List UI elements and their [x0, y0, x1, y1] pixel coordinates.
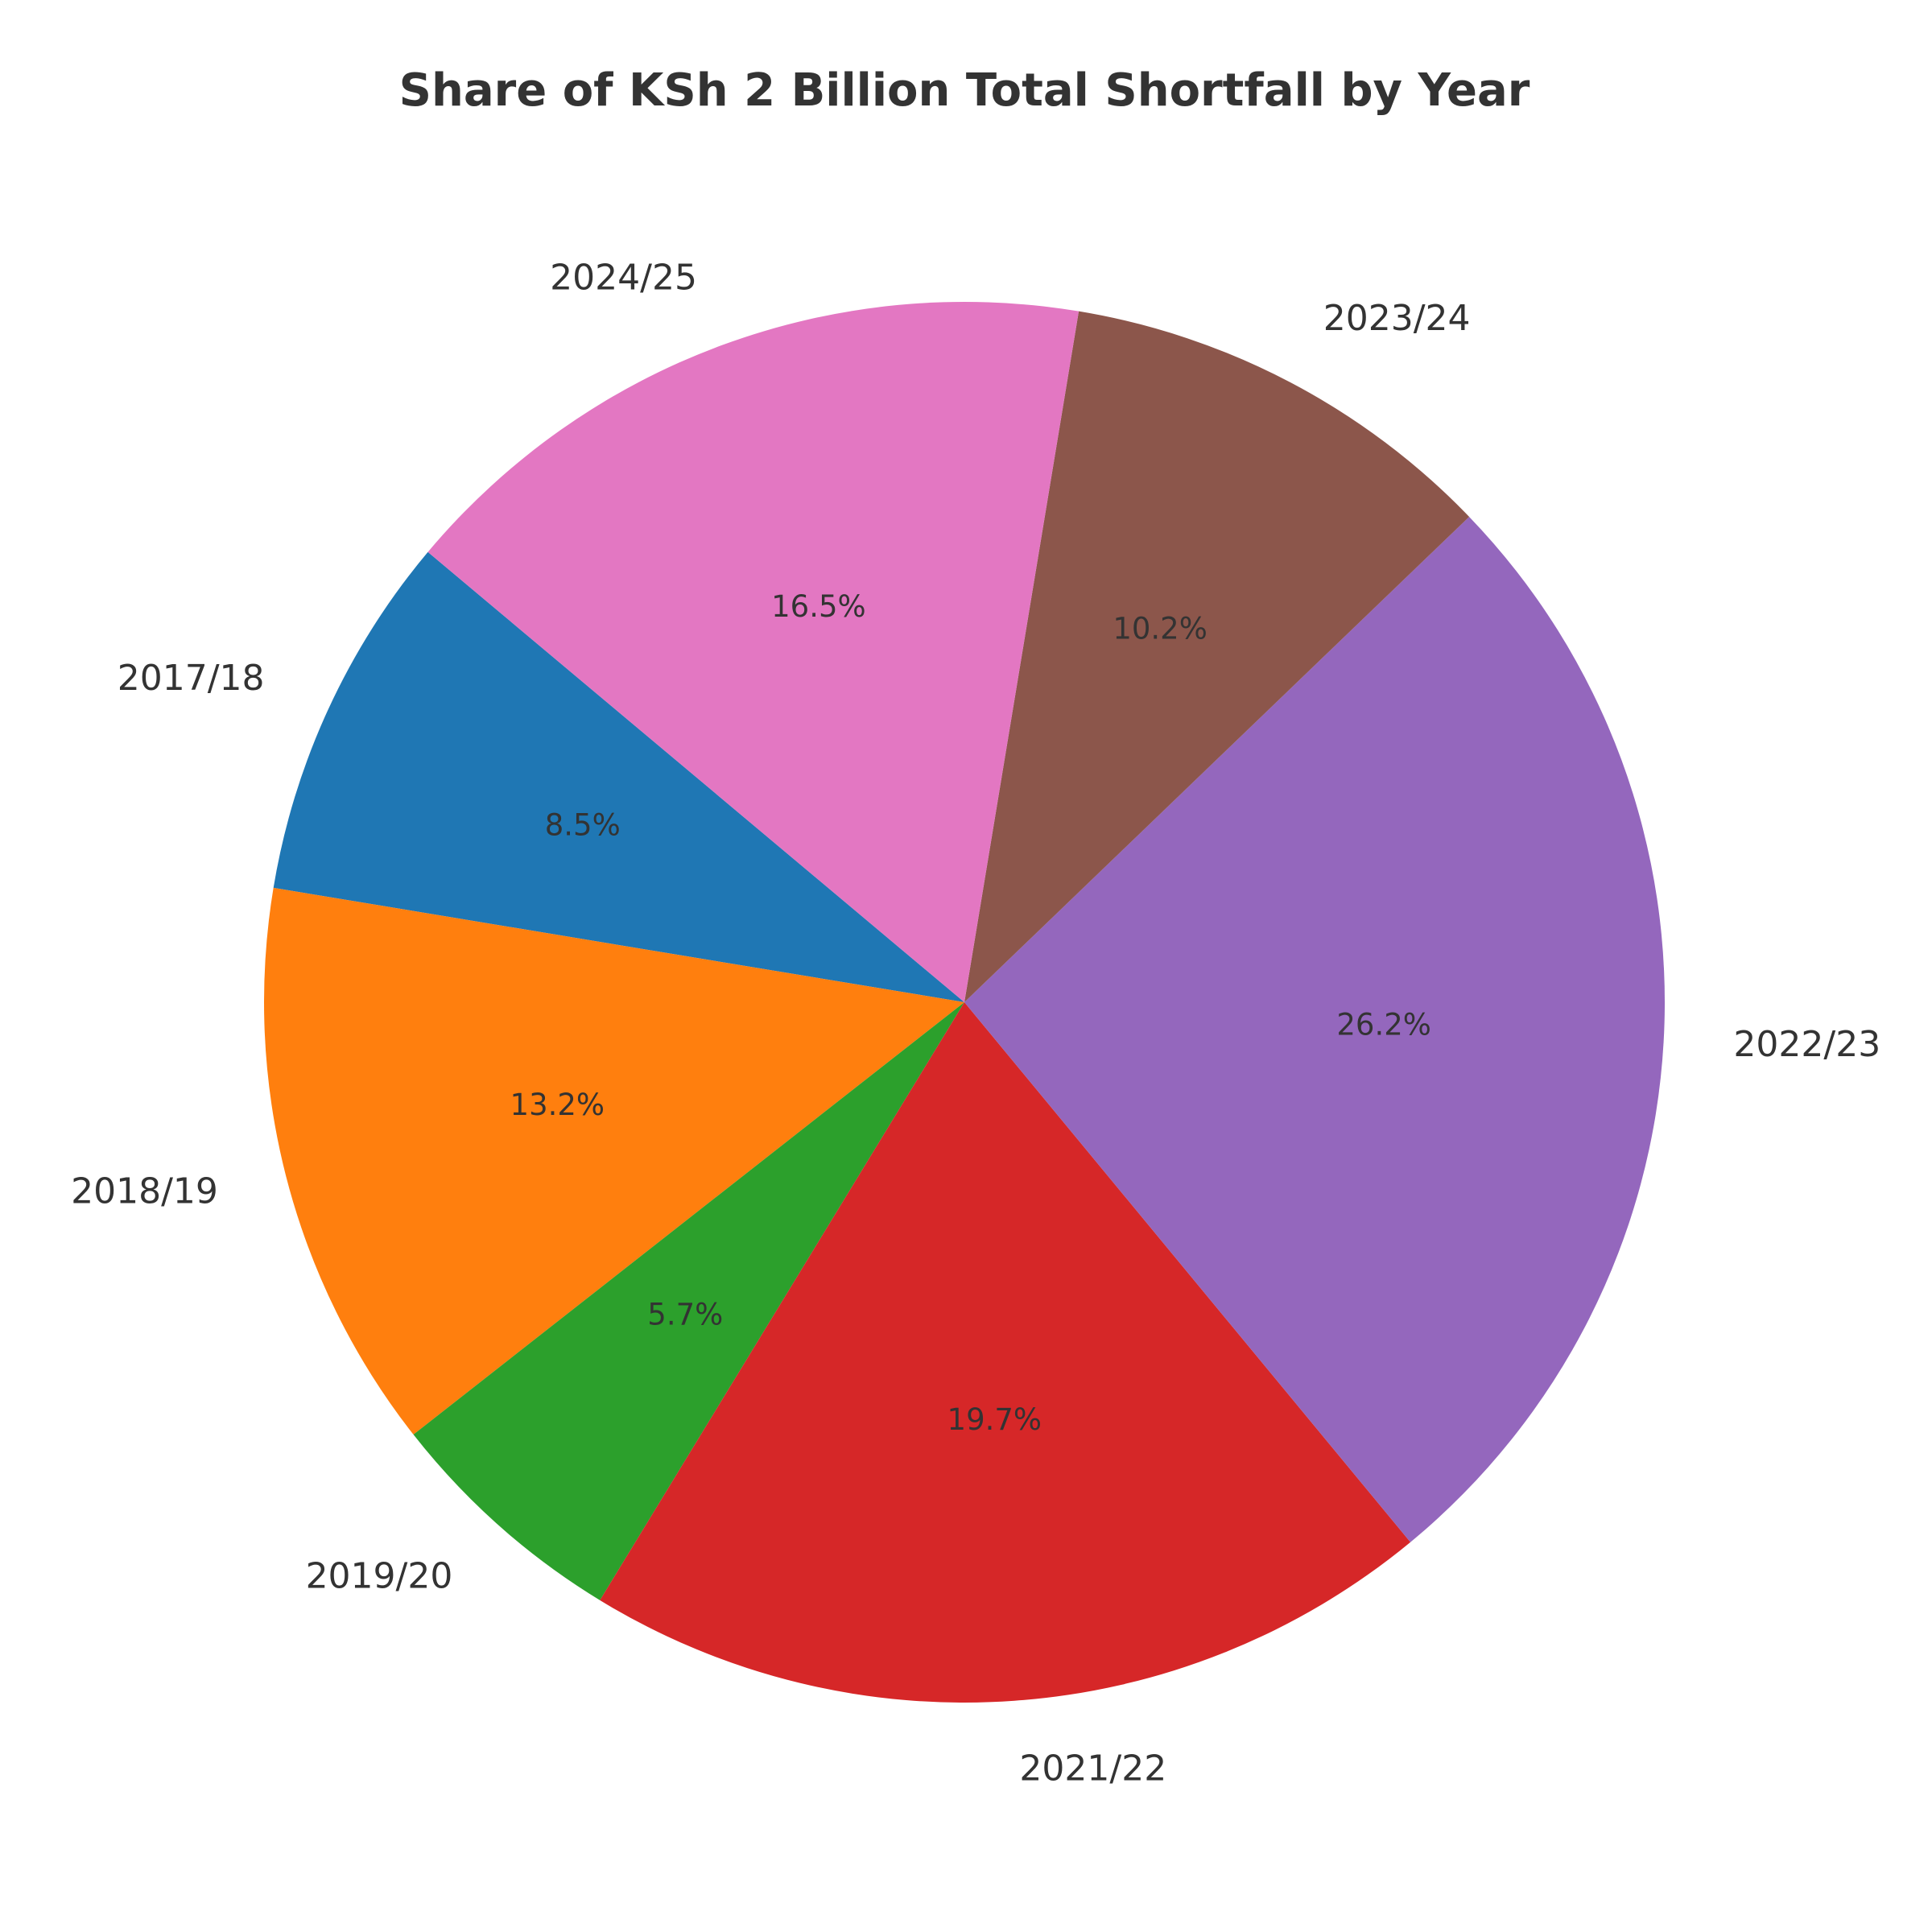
percent-label: 5.7% [647, 1298, 723, 1332]
percent-label: 8.5% [545, 807, 621, 842]
wedge-label: 2017/18 [118, 658, 265, 699]
pie-wedge [427, 302, 1080, 1002]
percent-label: 26.2% [1336, 1007, 1431, 1042]
pie-wedge [264, 887, 964, 1435]
wedge-label: 2021/22 [1019, 1748, 1166, 1790]
pie-wedge [600, 1002, 1411, 1703]
wedge-label: 2024/25 [550, 257, 697, 298]
wedge-label: 2018/19 [71, 1170, 218, 1212]
percent-label: 10.2% [1113, 612, 1208, 646]
pie-wedge [964, 516, 1665, 1542]
wedge-label: 2023/24 [1323, 298, 1471, 339]
pie-wedge [413, 1002, 964, 1600]
pie-wedge [273, 551, 964, 1002]
pie-wedge [964, 311, 1470, 1002]
wedge-label: 2019/20 [306, 1555, 453, 1596]
percent-label: 19.7% [947, 1402, 1042, 1437]
percent-label: 13.2% [510, 1088, 605, 1122]
percent-label: 16.5% [771, 589, 866, 624]
wedge-label: 2022/23 [1733, 1024, 1880, 1065]
chart-title: Share of KSh 2 Billion Total Shortfall b… [399, 64, 1530, 117]
